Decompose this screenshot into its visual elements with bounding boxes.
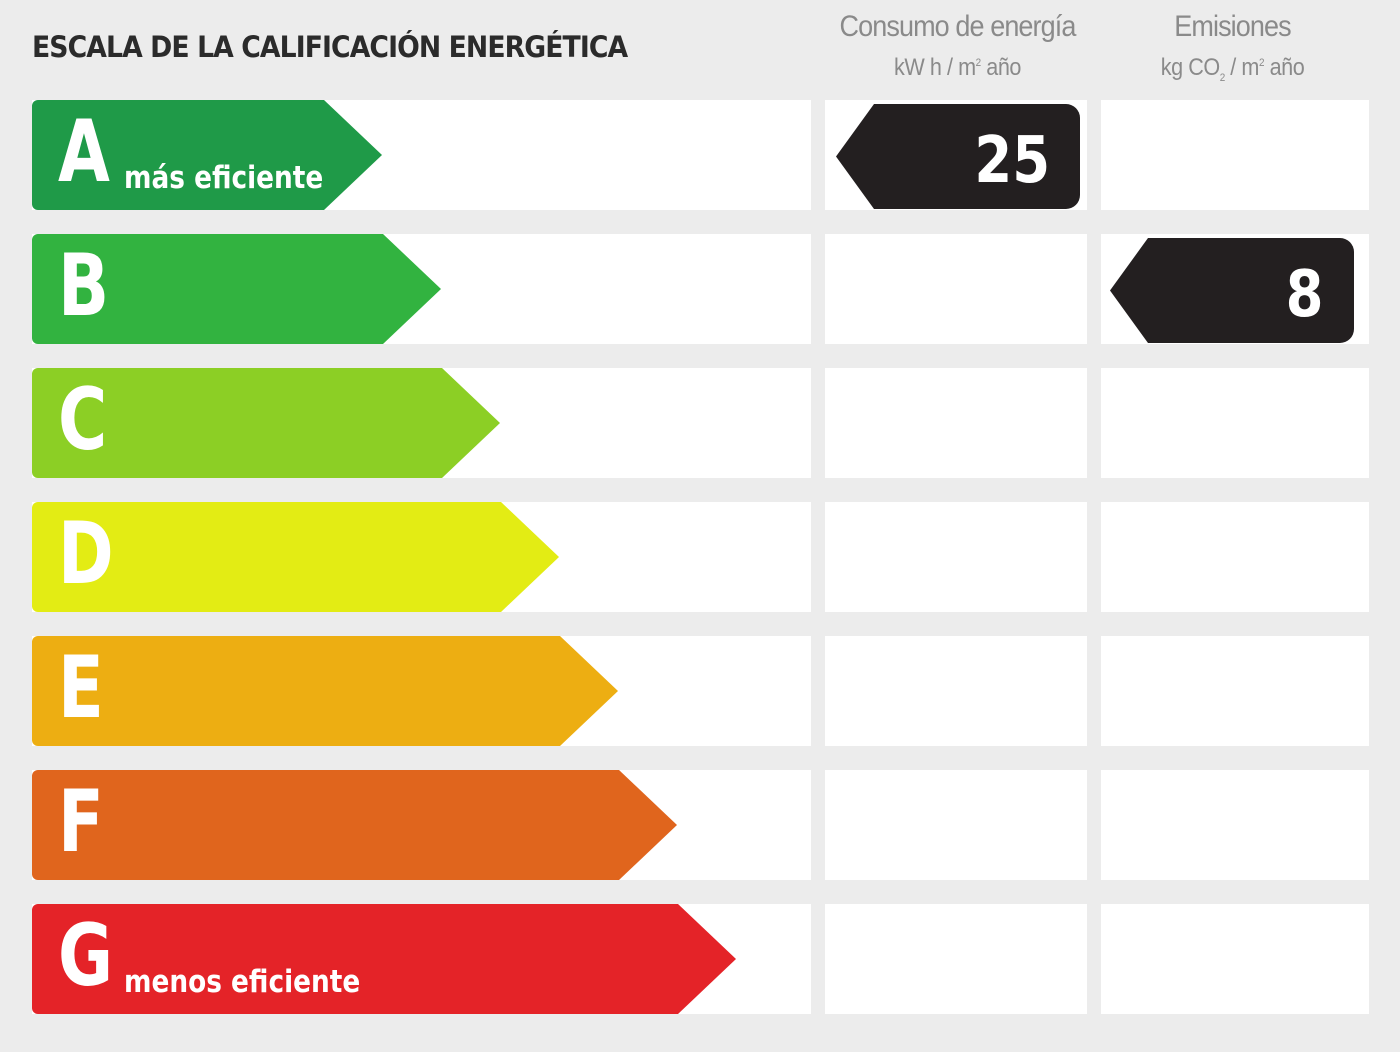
page-title: ESCALA DE LA CALIFICACIÓN ENERGÉTICA: [32, 30, 628, 64]
rating-letter: D: [58, 504, 114, 604]
consumo-title: Consumo de energía: [839, 10, 1077, 43]
rating-letter: E: [58, 638, 104, 738]
rating-arrow-b: [32, 234, 441, 344]
rating-arrow-c: [32, 368, 500, 478]
emisiones-unit: kg CO2 / m2 año: [1160, 54, 1305, 84]
emisiones-column-header: Emisiones kg CO2 / m2 año: [1100, 10, 1365, 84]
rating-letter: F: [58, 772, 104, 872]
rating-arrow-d: [32, 502, 559, 612]
emisiones-cell: [1101, 502, 1369, 612]
consumo-cell: [825, 636, 1087, 746]
consumo-unit: kW h / m2 año: [894, 54, 1021, 81]
emisiones-cell: [1101, 904, 1369, 1014]
consumo-cell: [825, 368, 1087, 478]
rating-row-c: C: [0, 368, 1400, 478]
rating-caption: más eficiente: [124, 160, 324, 196]
consumo-value: 25: [974, 124, 1050, 198]
rating-row-e: E: [0, 636, 1400, 746]
emisiones-value-marker: 8: [1110, 238, 1354, 343]
emisiones-value: 8: [1286, 258, 1324, 332]
consumo-cell: [825, 770, 1087, 880]
rating-arrow-e: [32, 636, 618, 746]
rating-arrow-g: [32, 904, 736, 1014]
emisiones-cell: [1101, 368, 1369, 478]
rating-row-f: F: [0, 770, 1400, 880]
emisiones-cell: [1101, 770, 1369, 880]
rating-arrow-f: [32, 770, 677, 880]
consumo-cell: [825, 234, 1087, 344]
rating-arrow-a: [32, 100, 382, 210]
rating-letter: B: [58, 236, 110, 336]
consumo-column-header: Consumo de energía kW h / m2 año: [825, 10, 1090, 82]
emisiones-cell: [1101, 636, 1369, 746]
consumo-cell: [825, 502, 1087, 612]
emisiones-cell: [1101, 100, 1369, 210]
rating-caption: menos eficiente: [124, 964, 361, 1000]
consumo-value-marker: 25: [836, 104, 1080, 209]
rating-row-d: D: [0, 502, 1400, 612]
rating-letter: C: [58, 370, 108, 470]
consumo-cell: [825, 904, 1087, 1014]
emisiones-title: Emisiones: [1174, 10, 1291, 43]
rating-letter: G: [58, 906, 114, 1006]
rating-letter: A: [58, 102, 110, 202]
